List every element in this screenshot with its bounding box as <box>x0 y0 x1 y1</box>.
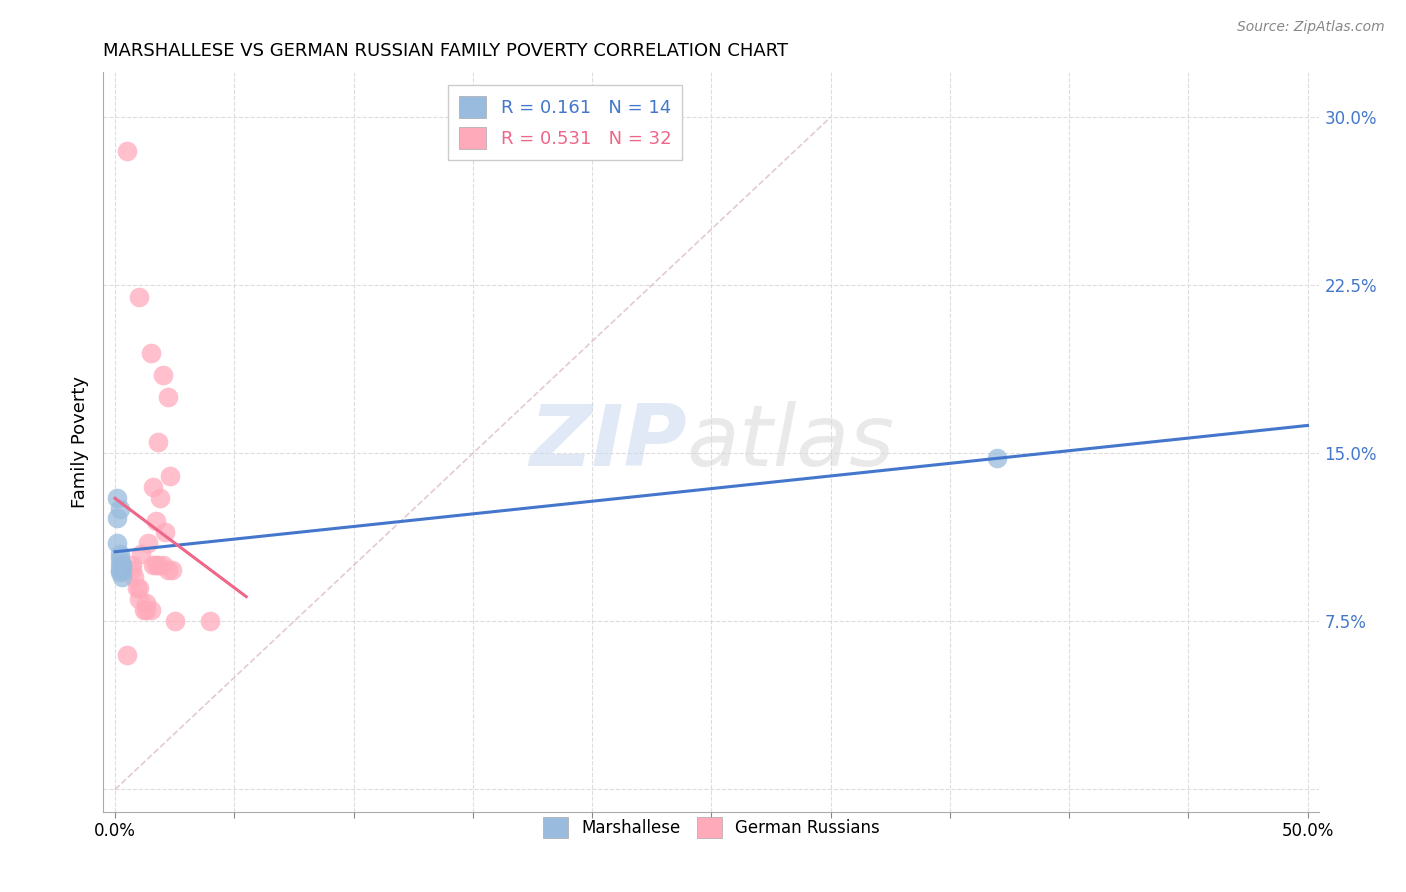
Point <box>162 563 184 577</box>
Point <box>115 648 138 662</box>
Point <box>138 536 160 550</box>
Point <box>108 563 131 577</box>
Point <box>145 514 167 528</box>
Text: ZIP: ZIP <box>529 401 688 483</box>
Point <box>122 569 145 583</box>
Point <box>986 450 1008 465</box>
Point <box>163 615 186 629</box>
Point <box>156 390 179 404</box>
Point <box>121 563 143 577</box>
Point <box>139 603 162 617</box>
Text: atlas: atlas <box>688 401 896 483</box>
Point <box>111 558 134 573</box>
Point <box>107 511 129 525</box>
Point <box>111 558 134 573</box>
Point <box>135 603 157 617</box>
Text: Source: ZipAtlas.com: Source: ZipAtlas.com <box>1237 20 1385 34</box>
Point <box>132 603 155 617</box>
Point <box>156 563 179 577</box>
Point <box>108 502 131 516</box>
Point <box>108 558 131 573</box>
Point <box>152 558 174 573</box>
Point <box>135 597 157 611</box>
Point <box>108 547 131 561</box>
Point <box>159 468 181 483</box>
Point <box>128 289 150 303</box>
Point <box>121 558 143 573</box>
Point <box>142 558 165 573</box>
Point <box>108 551 131 566</box>
Text: MARSHALLESE VS GERMAN RUSSIAN FAMILY POVERTY CORRELATION CHART: MARSHALLESE VS GERMAN RUSSIAN FAMILY POV… <box>103 42 789 60</box>
Point <box>125 581 148 595</box>
Point <box>115 144 138 158</box>
Point <box>142 480 165 494</box>
Point <box>107 536 129 550</box>
Point <box>129 547 152 561</box>
Point <box>108 565 131 579</box>
Point <box>128 592 150 607</box>
Point <box>153 524 176 539</box>
Point <box>152 368 174 382</box>
Point <box>111 569 134 583</box>
Point <box>146 435 169 450</box>
Point <box>107 491 129 505</box>
Point <box>146 558 169 573</box>
Legend: Marshallese, German Russians: Marshallese, German Russians <box>536 811 887 844</box>
Point <box>149 491 172 505</box>
Point <box>145 558 167 573</box>
Point <box>139 345 162 359</box>
Point <box>128 581 150 595</box>
Point <box>200 615 222 629</box>
Y-axis label: Family Poverty: Family Poverty <box>72 376 89 508</box>
Point <box>111 563 134 577</box>
